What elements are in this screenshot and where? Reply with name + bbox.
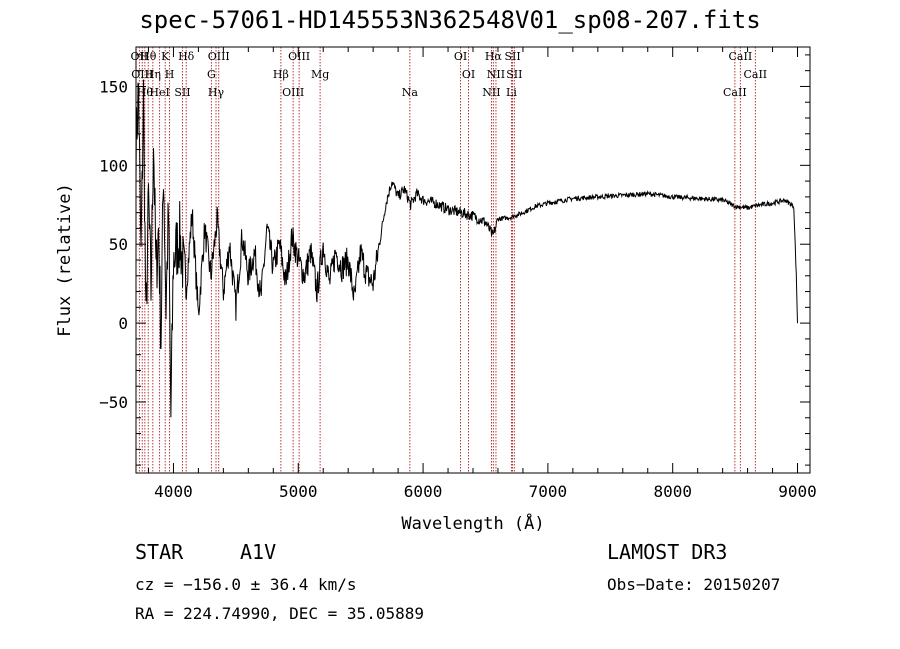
line-marker-label: CaII	[729, 50, 753, 63]
plot-frame	[135, 46, 811, 474]
x-tick-label: 4000	[154, 482, 193, 501]
line-marker-label: OIII	[288, 50, 310, 63]
line-marker-label: SII	[506, 68, 522, 81]
redshift-text: cz = −156.0 ± 36.4 km/s	[135, 575, 357, 594]
line-marker-label: Mg	[311, 68, 329, 81]
y-axis-label: Flux (relative)	[55, 183, 75, 337]
line-marker-label: SII	[174, 86, 190, 99]
line-marker-label: OIII	[208, 50, 230, 63]
line-marker-label: Hθ	[140, 50, 157, 63]
line-marker-label: Hδ	[178, 50, 195, 63]
coordinates: RA = 224.74990, DEC = 35.05889	[135, 604, 424, 623]
spectrum-line	[135, 79, 798, 418]
line-marker-label: CaII	[723, 86, 747, 99]
line-marker-label: OI	[462, 68, 475, 81]
x-axis-label: Wavelength (Å)	[401, 512, 544, 534]
x-tick-label: 6000	[404, 482, 443, 501]
line-marker-label: Hα	[485, 50, 503, 63]
chart-title: spec-57061-HD145553N362548V01_sp08-207.f…	[139, 6, 761, 34]
line-marker-label: K	[161, 50, 170, 63]
line-marker-label: NII	[482, 86, 500, 99]
x-tick-label: 7000	[529, 482, 568, 501]
y-tick-label: 150	[99, 77, 128, 96]
line-marker-label: Hθ	[137, 86, 154, 99]
line-marker-label: NII	[487, 68, 505, 81]
x-tick-label: 5000	[279, 482, 318, 501]
line-marker-label: Hγ	[208, 86, 225, 99]
line-marker-label: CaII	[743, 68, 767, 81]
line-marker-label: OIII	[131, 68, 153, 81]
line-marker-label: OIII	[282, 86, 304, 99]
y-tick-label: 0	[118, 314, 128, 333]
y-tick-label: 100	[99, 156, 128, 175]
line-marker-label: OI	[454, 50, 467, 63]
y-tick-label: −50	[99, 393, 128, 412]
x-tick-label: 8000	[653, 482, 692, 501]
line-marker-label: SII	[504, 50, 520, 63]
line-marker-label: Li	[506, 86, 517, 99]
y-tick-label: 50	[109, 235, 128, 254]
x-tick-label: 9000	[778, 482, 817, 501]
line-marker-label: HeI	[149, 86, 169, 99]
line-marker-label: Hβ	[273, 68, 289, 81]
obs-date: Obs−Date: 20150207	[607, 575, 781, 594]
line-marker-label: Hη	[145, 68, 161, 81]
line-marker-label: H	[165, 68, 175, 81]
object-class: STAR	[135, 540, 184, 564]
object-subclass: A1V	[240, 540, 277, 564]
line-marker-label: Na	[402, 86, 419, 99]
survey-name: LAMOST DR3	[607, 540, 728, 564]
line-marker-label: G	[207, 68, 216, 81]
line-marker-label: OII	[131, 50, 149, 63]
